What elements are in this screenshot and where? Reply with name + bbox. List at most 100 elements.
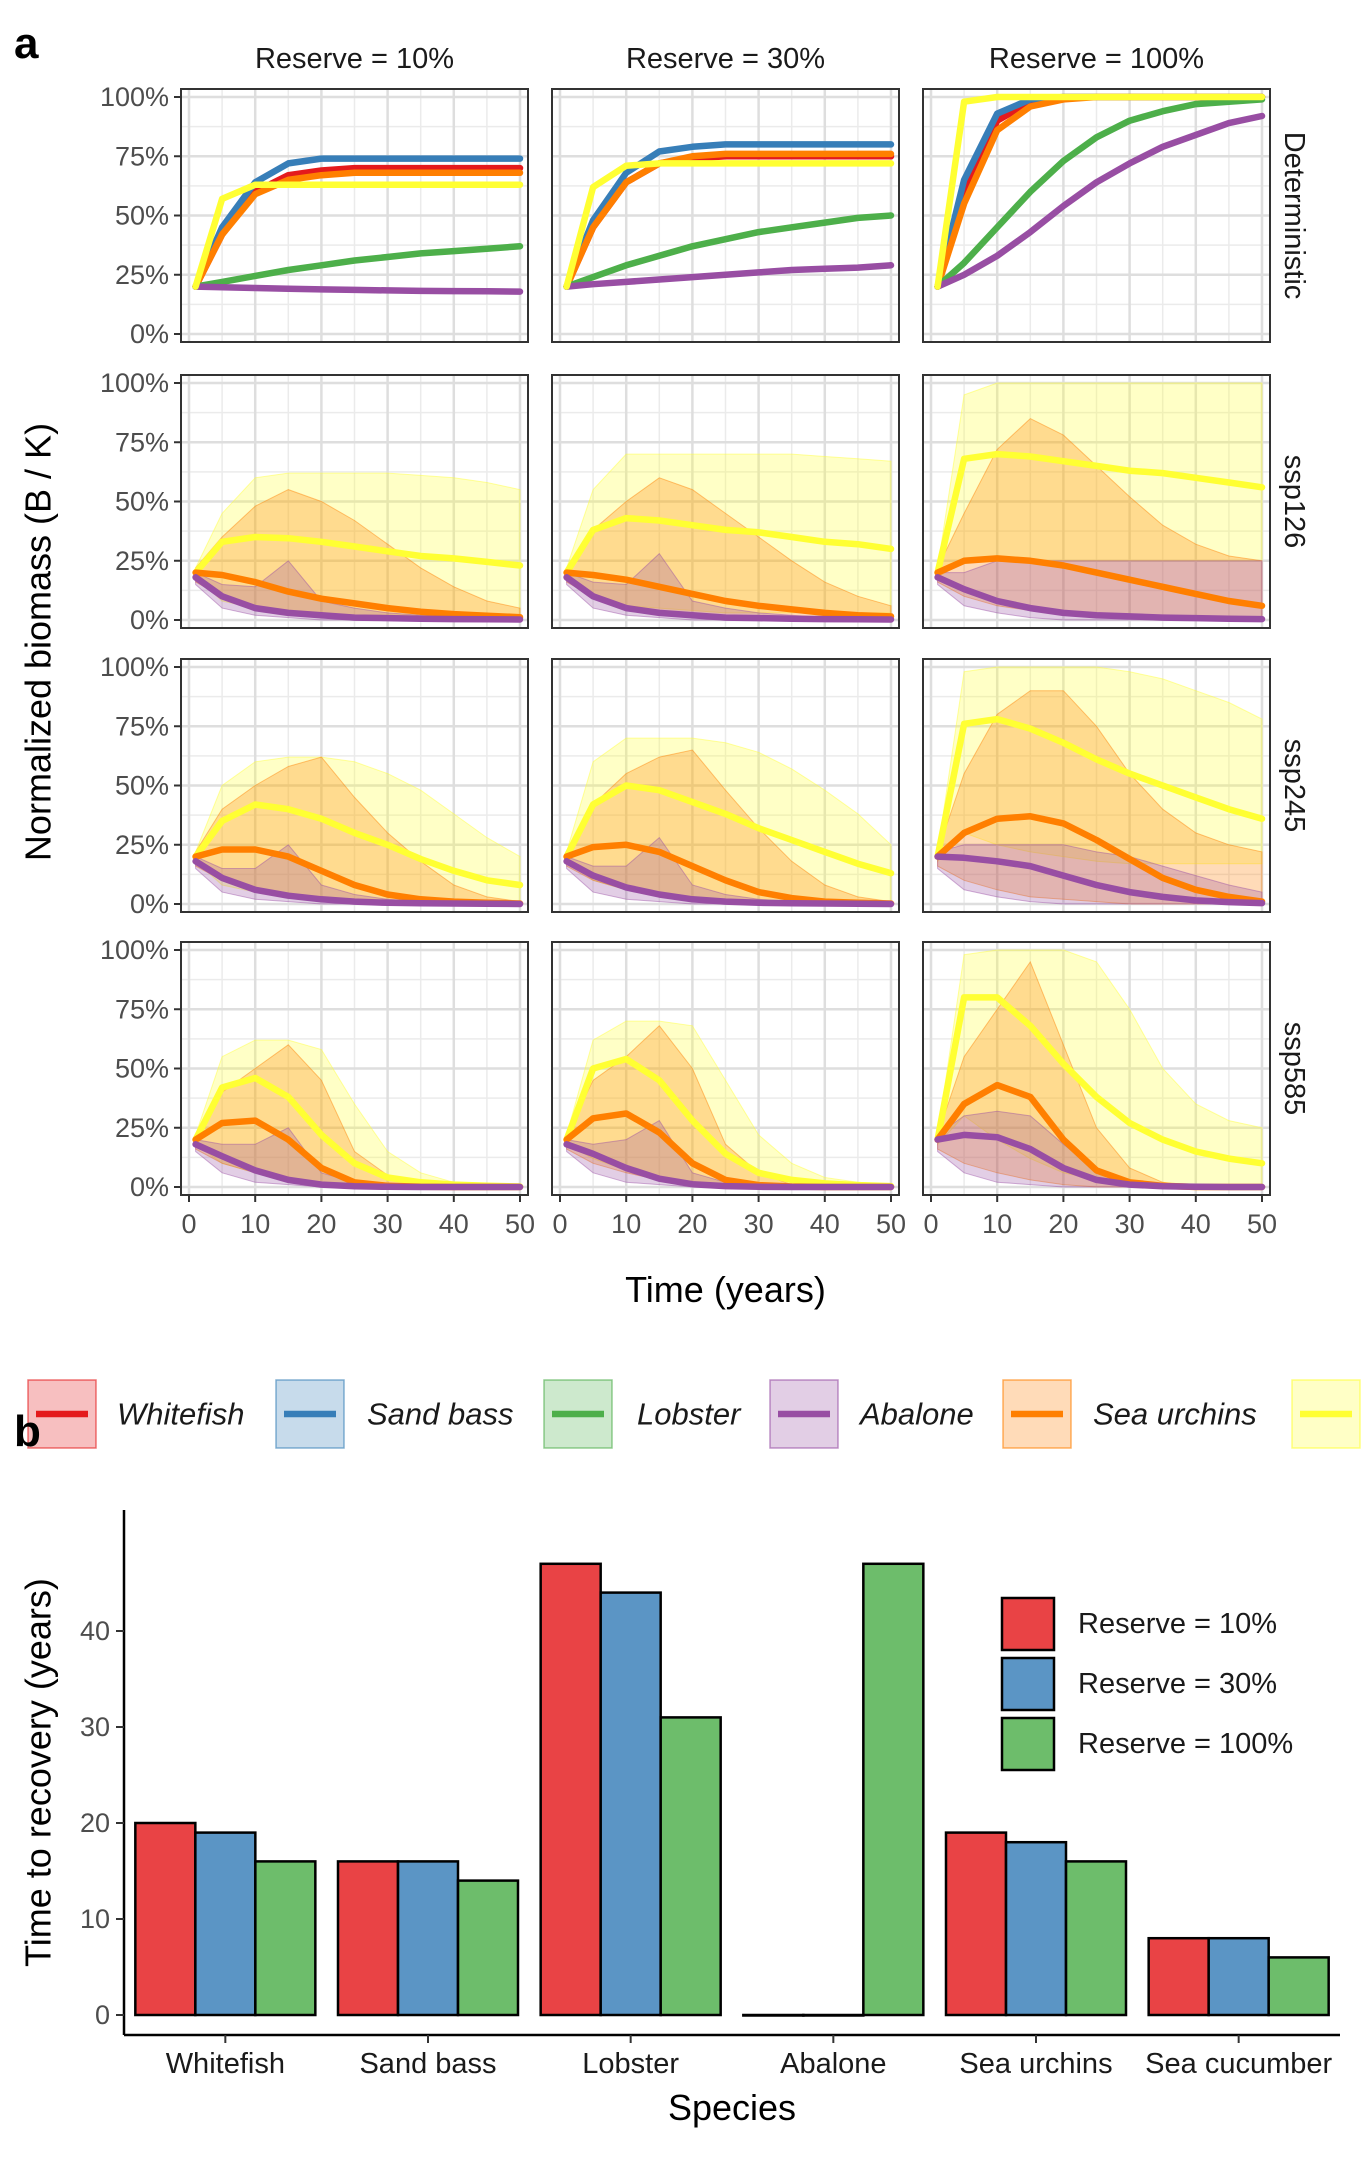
series-line-sea-urchins	[563, 150, 895, 290]
y-tick-label: 25%	[115, 830, 169, 860]
x-axis-title: Time (years)	[625, 1269, 826, 1310]
y-tick-label: 100%	[100, 652, 169, 682]
facet-panel-ssp126-reserve-100	[922, 374, 1271, 629]
y-tick-label: 100%	[100, 935, 169, 965]
bar-group-sea-urchins: Sea urchins	[944, 1831, 1128, 2080]
x-tick-label: 50	[876, 1209, 906, 1239]
legend-label-reserve-100: Reserve = 100%	[1078, 1728, 1293, 1760]
x-tick-label: 30	[373, 1209, 403, 1239]
series-line-sea-cucumber	[563, 160, 895, 290]
x-tick-label: 10	[240, 1209, 270, 1239]
series-line-abalone	[192, 1141, 524, 1191]
legend-key-sea-cucumber	[1291, 1379, 1361, 1449]
series-line-sea-cucumber	[563, 514, 895, 576]
y-tick-label: 50%	[115, 201, 169, 231]
x-tick-label: 30	[744, 1209, 774, 1239]
x-tick-label: 20	[677, 1209, 707, 1239]
series-line-sea-cucumber	[934, 450, 1266, 576]
legend-key-whitefish	[27, 1379, 97, 1449]
legend-label-whitefish: Whitefish	[117, 1397, 244, 1432]
facet-row-label-ssp585: ssp585	[1278, 1022, 1310, 1116]
x-tick-label-abalone: Abalone	[780, 2048, 886, 2080]
legend-key-sand-bass	[275, 1379, 345, 1449]
x-tick-label-sand-bass: Sand bass	[359, 2048, 496, 2080]
y-tick-label: 75%	[115, 711, 169, 741]
facet-panel-ssp245-reserve-100	[922, 658, 1271, 913]
y-tick-label: 25%	[115, 260, 169, 290]
series-line-sea-cucumber	[192, 801, 524, 889]
bar-legend: Reserve = 10% Reserve = 30% Reserve = 100%	[1000, 1596, 1293, 1772]
bar-whitefish-reserve-30	[194, 1831, 257, 2017]
bar-sea-cucumber-reserve-10	[1147, 1936, 1210, 2017]
series-line-lobster	[192, 243, 524, 290]
x-axis-title: Species	[668, 2087, 796, 2128]
series-line-sea-cucumber	[192, 533, 524, 576]
x-tick-label: 10	[982, 1209, 1012, 1239]
legend-swatch-reserve-100	[1000, 1716, 1056, 1772]
bar-group-sand-bass: Sand bass	[336, 1860, 520, 2080]
y-tick-label: 75%	[115, 994, 169, 1024]
x-tick-label: 40	[810, 1209, 840, 1239]
bar-sea-urchins-reserve-100	[1064, 1860, 1128, 2017]
facet-col-label-reserve-100: Reserve = 100%	[989, 43, 1204, 75]
series-line-lobster	[563, 212, 895, 290]
y-axis-title: Time to recovery (years)	[18, 1578, 59, 1967]
panel-a-legend: Whitefish Sand bass Lobster Abalone Sea urch…	[27, 1379, 1361, 1449]
series-line-sea-urchins	[192, 569, 524, 621]
facet-panel-ssp245-reserve-30	[551, 658, 900, 913]
y-tick-label: 50%	[115, 771, 169, 801]
series-line-abalone	[563, 574, 895, 623]
x-tick-label: 0	[923, 1209, 938, 1239]
bar-sand-bass-reserve-30	[396, 1860, 460, 2017]
panel-border	[922, 941, 1271, 1196]
y-tick-label: 25%	[115, 546, 169, 576]
bar-abalone-reserve-10	[742, 2013, 805, 2017]
legend-label-abalone: Abalone	[858, 1397, 974, 1432]
series-line-sea-urchins	[934, 555, 1266, 610]
series-line-sea-urchins	[563, 569, 895, 620]
x-tick-label: 0	[181, 1209, 196, 1239]
series-line-abalone	[563, 858, 895, 908]
panel-label-b: b	[14, 1407, 41, 1456]
legend-label-sea-urchins: Sea urchins	[1093, 1397, 1257, 1432]
legend-swatch-reserve-30	[1000, 1656, 1056, 1712]
x-tick-label: 20	[1048, 1209, 1078, 1239]
series-line-abalone	[934, 574, 1266, 623]
bar-abalone-reserve-100	[862, 1562, 925, 2017]
x-tick-label: 30	[1115, 1209, 1145, 1239]
series-line-sea-urchins	[192, 169, 524, 290]
y-tick-label: 0%	[130, 319, 169, 349]
series-line-sea-cucumber	[192, 181, 524, 290]
series-line-abalone	[192, 858, 524, 908]
series-line-abalone	[192, 283, 524, 295]
panel-a-facet-grid: Reserve = 10% Reserve = 30% Reserve = 100%…	[18, 43, 1311, 1310]
y-tick-label: 0%	[130, 605, 169, 635]
bar-abalone-reserve-30	[802, 2013, 865, 2017]
y-tick-label: 0%	[130, 1172, 169, 1202]
series-line-abalone	[934, 853, 1266, 907]
series-line-abalone	[934, 112, 1266, 290]
bar-sand-bass-reserve-10	[336, 1860, 400, 2017]
legend-swatch-reserve-10	[1000, 1596, 1056, 1652]
bar-lobster-reserve-10	[539, 1562, 602, 2017]
facet-panel-ssp585-reserve-10: 0% 25% 50% 75% 100% 0 10 20 30 40 50	[100, 935, 535, 1239]
facet-panel-deterministic-reserve-100	[922, 88, 1271, 343]
series-line-abalone	[563, 262, 895, 290]
y-tick-label: 25%	[115, 1113, 169, 1143]
bar-whitefish-reserve-10	[134, 1821, 197, 2017]
panel-border	[551, 374, 900, 629]
series-line-sea-cucumber	[934, 93, 1266, 290]
y-tick-label: 75%	[115, 141, 169, 171]
bar-group-whitefish: Whitefish	[134, 1821, 317, 2080]
bar-sea-urchins-reserve-30	[1004, 1840, 1068, 2017]
series-line-abalone	[934, 1131, 1266, 1191]
panel-border	[551, 941, 900, 1196]
y-tick-label: 50%	[115, 1054, 169, 1084]
ribbon-sea-cucumber	[566, 453, 892, 614]
series-line-sea-cucumber	[934, 994, 1266, 1167]
facet-panel-ssp245-reserve-10: 0% 25% 50% 75% 100%	[100, 652, 529, 919]
facet-panel-ssp585-reserve-30: 0 10 20 30 40 50	[551, 941, 906, 1239]
facet-col-label-reserve-10: Reserve = 10%	[255, 43, 454, 75]
series-line-lobster	[934, 96, 1266, 290]
